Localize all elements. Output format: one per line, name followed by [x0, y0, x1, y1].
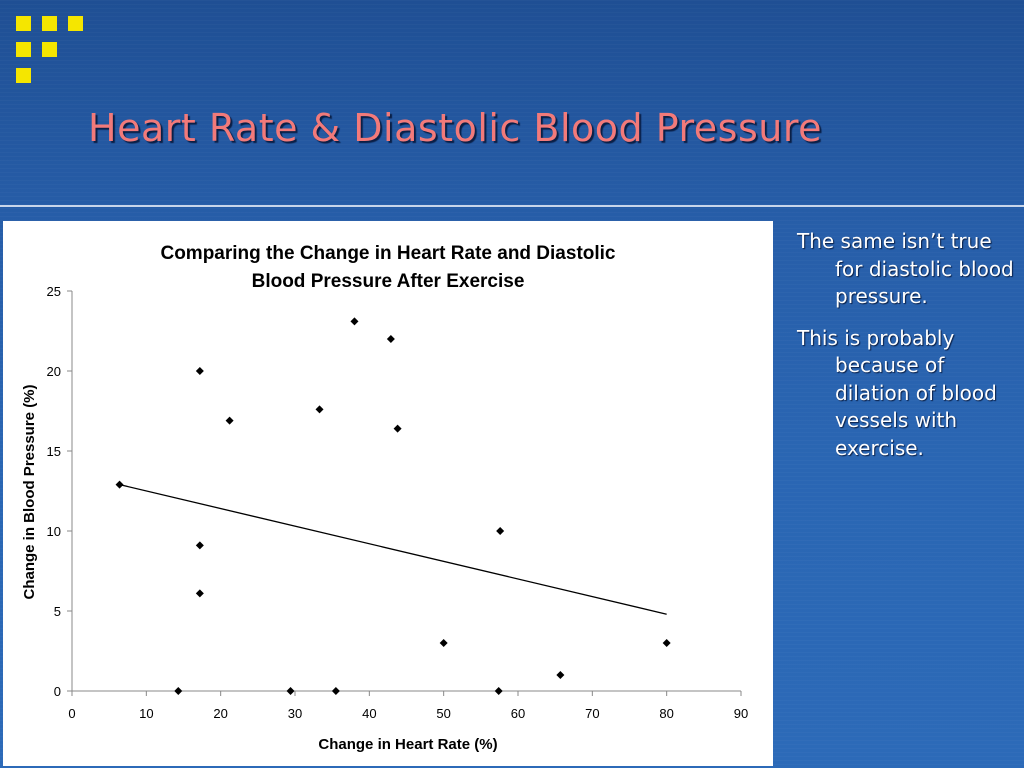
data-point: [393, 424, 402, 433]
data-point: [115, 480, 124, 489]
x-tick-label: 80: [659, 706, 673, 721]
y-tick-label: 20: [47, 364, 61, 379]
data-point: [556, 671, 565, 679]
data-points: [115, 317, 671, 695]
chart-axes: [71, 291, 741, 692]
data-point: [496, 527, 505, 535]
bullet-list: The same isn’t true for diastolic blood …: [797, 228, 1019, 476]
data-point: [331, 687, 340, 695]
chart-title-line: Comparing the Change in Heart Rate and D…: [160, 243, 615, 264]
x-tick-label: 40: [362, 706, 376, 721]
data-point: [494, 687, 503, 695]
slide-title: Heart Rate & Diastolic Blood Pressure: [88, 106, 822, 150]
x-tick-label: 70: [585, 706, 599, 721]
bullet-item: This is probably because of dilation of …: [797, 325, 997, 460]
chart-title: Comparing the Change in Heart Rate and D…: [160, 243, 615, 292]
data-point: [386, 335, 395, 343]
data-point: [662, 639, 671, 647]
x-axis-label: Change in Heart Rate (%): [318, 736, 497, 753]
y-tick-label: 5: [54, 604, 61, 619]
y-tick-label: 15: [47, 444, 61, 459]
data-point: [195, 541, 204, 550]
data-point: [350, 317, 359, 326]
data-point: [174, 687, 183, 695]
data-point: [195, 589, 204, 598]
chart-container: Comparing the Change in Heart Rate and D…: [3, 221, 773, 766]
x-tick-label: 30: [288, 706, 302, 721]
x-tick-label: 50: [436, 706, 450, 721]
y-tick-label: 10: [47, 524, 61, 539]
x-axis-ticks: 0 10 20 30 40 50 60 70 80 90: [68, 691, 748, 721]
scatter-chart: Comparing the Change in Heart Rate and D…: [21, 243, 748, 753]
data-point: [439, 639, 448, 647]
x-tick-label: 0: [68, 706, 75, 721]
chart-title-line: Blood Pressure After Exercise: [252, 271, 525, 292]
y-tick-label: 0: [54, 684, 61, 699]
logo-squares-icon: [16, 16, 88, 88]
x-tick-label: 60: [511, 706, 525, 721]
y-tick-label: 25: [47, 284, 61, 299]
data-point: [195, 367, 204, 375]
data-point: [286, 687, 295, 695]
data-point: [225, 416, 234, 425]
x-tick-label: 20: [213, 706, 227, 721]
trendline: [119, 483, 667, 615]
x-tick-label: 90: [734, 706, 748, 721]
data-point: [315, 405, 324, 414]
x-tick-label: 10: [139, 706, 153, 721]
y-axis-label: Change in Blood Pressure (%): [21, 384, 38, 599]
y-axis-ticks: 0 5 10 15 20 25: [47, 284, 72, 699]
bullet-item: The same isn’t true for diastolic blood …: [797, 229, 1014, 308]
title-divider: [0, 205, 1024, 207]
